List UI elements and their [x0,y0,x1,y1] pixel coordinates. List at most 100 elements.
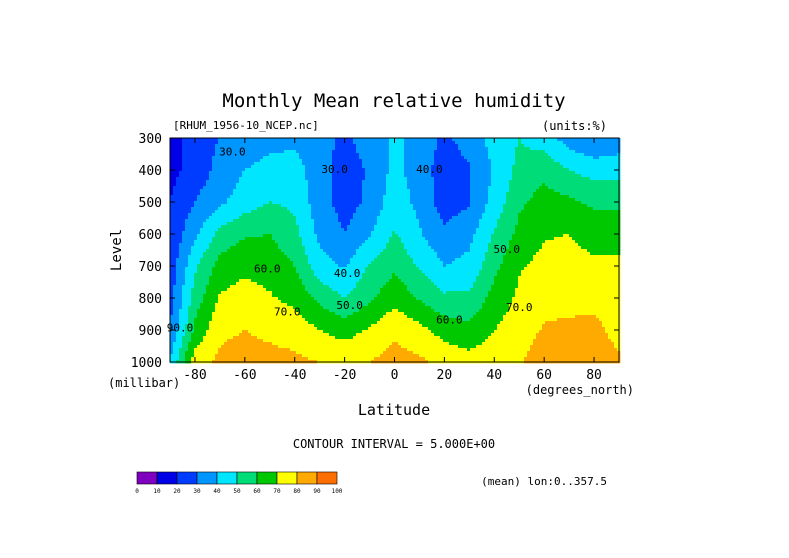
heat-cell [272,177,276,181]
heat-cell [206,144,210,148]
heat-cell [200,234,204,238]
heat-cell [278,279,282,283]
heat-cell [215,297,219,301]
heat-cell [350,237,354,241]
heat-cell [254,225,258,229]
heat-cell [239,339,243,343]
heat-cell [212,252,216,256]
heat-cell [224,315,228,319]
heat-cell [227,228,231,232]
heat-cell [239,342,243,346]
heat-cell [233,174,237,178]
heat-cell [275,177,279,181]
heat-cell [224,276,228,280]
heat-cell [359,354,363,358]
heat-cell [275,336,279,340]
heat-cell [353,147,357,151]
heat-cell [347,270,351,274]
heat-cell [170,153,174,157]
heat-cell [218,357,222,361]
heat-cell [179,327,183,331]
heat-cell [215,171,219,175]
heat-cell [263,270,267,274]
heat-cell [173,210,177,214]
heat-cell [317,195,321,199]
heat-cell [233,336,237,340]
heat-cell [281,333,285,337]
heat-cell [347,339,351,343]
heat-cell [278,270,282,274]
heat-cell [263,219,267,223]
heat-cell [260,147,264,151]
heat-cell [347,219,351,223]
heat-cell [281,234,285,238]
heat-cell [344,300,348,304]
heat-cell [185,249,189,253]
heat-cell [170,348,174,352]
heat-cell [356,162,360,166]
heat-cell [329,228,333,232]
heat-cell [278,204,282,208]
heat-cell [179,246,183,250]
heat-cell [236,219,240,223]
heat-cell [293,249,297,253]
heat-cell [224,342,228,346]
heat-cell [269,288,273,292]
heat-cell [278,348,282,352]
heat-cell [245,180,249,184]
heat-cell [209,342,213,346]
heat-cell [326,138,330,142]
heat-cell [290,198,294,202]
heat-cell [179,210,183,214]
heat-cell [311,174,315,178]
heat-cell [266,324,270,328]
heat-cell [224,264,228,268]
heat-cell [281,216,285,220]
heat-cell [362,297,366,301]
heat-cell [188,297,192,301]
heat-cell [320,198,324,202]
heat-cell [242,147,246,151]
heat-cell [182,339,186,343]
heat-cell [269,222,273,226]
heat-cell [299,315,303,319]
heat-cell [365,258,369,262]
heat-cell [254,324,258,328]
heat-cell [269,279,273,283]
heat-cell [281,162,285,166]
heat-cell [368,219,372,223]
heat-cell [359,270,363,274]
heat-cell [278,189,282,193]
heat-cell [242,207,246,211]
heat-cell [173,159,177,163]
heat-cell [287,303,291,307]
heat-cell [314,204,318,208]
heat-cell [326,201,330,205]
heat-cell [239,336,243,340]
heat-cell [206,237,210,241]
heat-cell [248,261,252,265]
heat-cell [350,144,354,148]
heat-cell [299,210,303,214]
heat-cell [299,159,303,163]
heat-cell [191,342,195,346]
heat-cell [245,327,249,331]
heat-cell [296,210,300,214]
heat-cell [224,297,228,301]
heat-cell [368,141,372,145]
heat-cell [236,159,240,163]
heat-cell [215,219,219,223]
heat-cell [200,321,204,325]
heat-cell [293,270,297,274]
heat-cell [221,303,225,307]
heat-cell [194,291,198,295]
heat-cell [179,147,183,151]
heat-cell [284,342,288,346]
heat-cell [191,210,195,214]
heat-cell [197,156,201,160]
heat-cell [194,198,198,202]
heat-cell [299,156,303,160]
heat-cell [251,141,255,145]
heat-cell [356,267,360,271]
heat-cell [224,312,228,316]
